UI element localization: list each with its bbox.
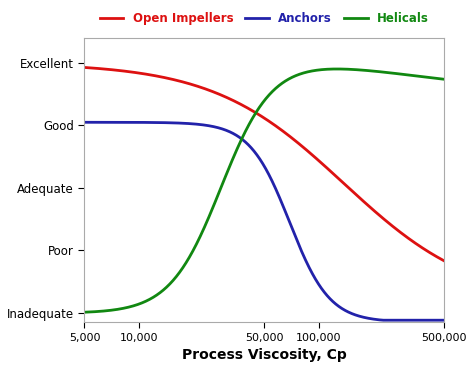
Open Impellers xyxy=(82,65,87,70)
Anchors xyxy=(82,120,87,124)
Open Impellers xyxy=(441,259,447,263)
Open Impellers xyxy=(247,107,253,111)
Helicals xyxy=(247,121,253,125)
Anchors xyxy=(441,318,447,323)
Open Impellers xyxy=(100,67,106,71)
Anchors xyxy=(100,120,106,124)
Line: Helicals: Helicals xyxy=(84,69,444,312)
Helicals xyxy=(441,77,447,82)
Open Impellers xyxy=(365,203,371,207)
Anchors xyxy=(431,318,437,323)
Helicals xyxy=(365,68,371,73)
Anchors xyxy=(365,316,371,320)
Anchors xyxy=(380,318,385,323)
Open Impellers xyxy=(431,253,437,257)
Helicals xyxy=(431,76,437,80)
Legend: Open Impellers, Anchors, Helicals: Open Impellers, Anchors, Helicals xyxy=(95,7,434,30)
Helicals xyxy=(431,76,437,80)
Helicals xyxy=(82,310,87,314)
Anchors xyxy=(431,318,437,323)
Line: Open Impellers: Open Impellers xyxy=(84,68,444,261)
Helicals xyxy=(334,67,340,71)
Anchors xyxy=(256,156,262,161)
Helicals xyxy=(100,309,106,313)
Line: Anchors: Anchors xyxy=(84,122,444,320)
X-axis label: Process Viscosity, Cp: Process Viscosity, Cp xyxy=(182,348,347,362)
Anchors xyxy=(247,144,253,149)
Open Impellers xyxy=(256,113,262,117)
Helicals xyxy=(256,105,262,110)
Open Impellers xyxy=(431,253,437,257)
